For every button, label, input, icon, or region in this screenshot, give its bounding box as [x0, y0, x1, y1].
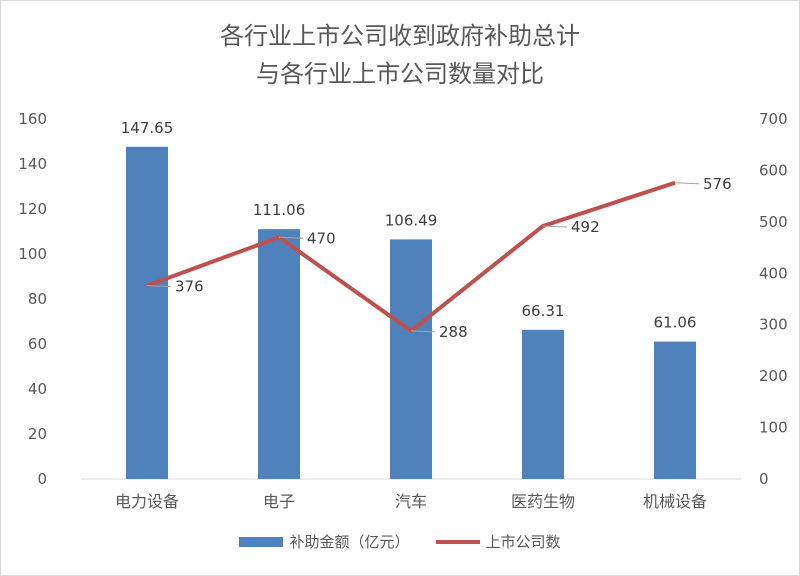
legend-item-bar: 补助金额（亿元） — [239, 531, 410, 552]
x-tick-label: 电力设备 — [115, 492, 179, 511]
chart-legend: 补助金额（亿元） 上市公司数 — [1, 531, 799, 552]
bar — [522, 329, 564, 479]
bar — [654, 341, 696, 479]
x-tick-label: 机械设备 — [643, 492, 707, 511]
line-data-label: 576 — [703, 175, 732, 193]
y-right-tick-label: 100 — [759, 419, 788, 437]
y-left-tick-label: 140 — [18, 155, 47, 173]
bar-data-label: 147.65 — [121, 119, 174, 137]
line-label-leader — [542, 225, 568, 228]
y-left-tick-label: 40 — [28, 380, 47, 398]
y-right-tick-label: 0 — [759, 470, 769, 488]
line-data-label: 470 — [307, 229, 336, 247]
y-right-tick-label: 200 — [759, 367, 788, 385]
legend-swatch-bar — [239, 536, 284, 547]
y-left-tick-label: 60 — [28, 335, 47, 353]
y-right-tick-label: 700 — [759, 110, 788, 128]
y-right-tick-label: 500 — [759, 213, 788, 231]
x-tick-label: 汽车 — [395, 492, 427, 511]
bar-data-label: 61.06 — [654, 314, 697, 332]
bar-data-label: 66.31 — [522, 302, 565, 320]
line-data-label: 376 — [175, 278, 204, 296]
line-label-leader — [674, 182, 700, 185]
y-left-tick-label: 120 — [18, 200, 47, 218]
line-data-label: 492 — [571, 218, 600, 236]
y-right-tick-label: 400 — [759, 264, 788, 282]
bar-data-label: 106.49 — [385, 211, 438, 229]
line-data-label: 288 — [439, 323, 468, 341]
line-label-leader — [146, 285, 172, 288]
legend-label-bar: 补助金额（亿元） — [289, 533, 410, 551]
y-left-tick-label: 100 — [18, 245, 47, 263]
chart-title-line2: 与各行业上市公司数量对比 — [256, 60, 544, 88]
line-label-leader — [278, 236, 304, 239]
x-tick-label: 电子 — [263, 492, 295, 511]
bar — [126, 146, 168, 479]
y-left-tick-label: 80 — [28, 290, 47, 308]
x-tick-label: 医药生物 — [511, 492, 575, 511]
legend-item-line: 上市公司数 — [435, 531, 561, 552]
y-right-tick-label: 300 — [759, 316, 788, 334]
bar — [390, 239, 432, 479]
legend-label-line: 上市公司数 — [485, 533, 561, 551]
chart-title-line1: 各行业上市公司收到政府补助总计 — [220, 22, 580, 50]
bar — [258, 229, 300, 479]
legend-swatch-line — [435, 539, 480, 544]
y-left-tick-label: 160 — [18, 110, 47, 128]
line-label-leader — [410, 330, 436, 333]
y-left-tick-label: 20 — [28, 425, 47, 443]
y-right-tick-label: 600 — [759, 161, 788, 179]
bar-data-label: 111.06 — [253, 201, 306, 219]
y-left-tick-label: 0 — [37, 470, 47, 488]
